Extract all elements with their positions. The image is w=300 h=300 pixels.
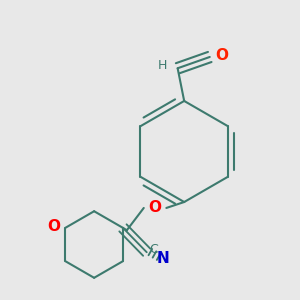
Text: O: O	[215, 48, 228, 63]
Text: C: C	[149, 243, 158, 256]
Text: H: H	[158, 59, 167, 72]
Text: O: O	[148, 200, 162, 215]
Text: O: O	[47, 219, 60, 234]
Text: N: N	[157, 251, 169, 266]
